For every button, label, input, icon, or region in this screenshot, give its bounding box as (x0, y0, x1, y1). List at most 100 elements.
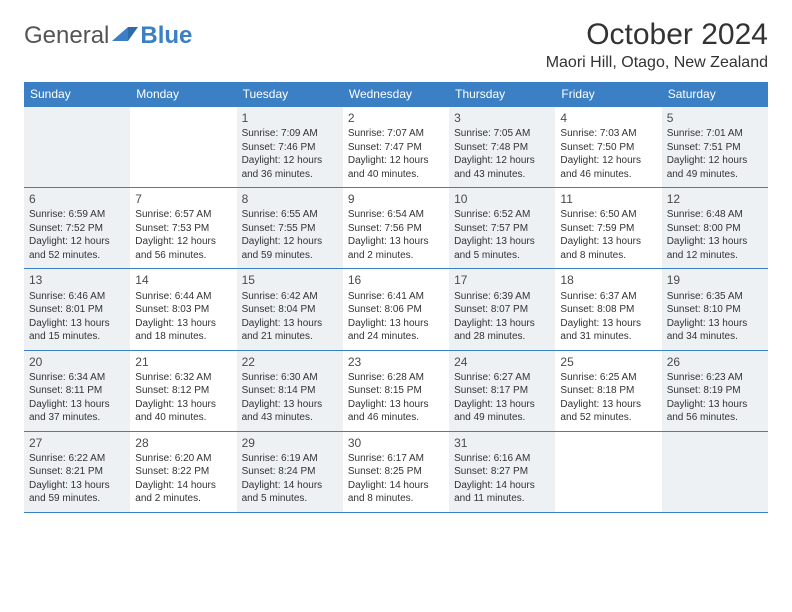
day-number: 30 (348, 435, 444, 451)
sunset-text: Sunset: 8:17 PM (454, 384, 550, 398)
calendar-cell: 29Sunrise: 6:19 AMSunset: 8:24 PMDayligh… (237, 432, 343, 512)
calendar-cell: 20Sunrise: 6:34 AMSunset: 8:11 PMDayligh… (24, 351, 130, 431)
sunrise-text: Sunrise: 6:46 AM (29, 290, 125, 304)
daylight-text: Daylight: 12 hours and 52 minutes. (29, 235, 125, 262)
sunrise-text: Sunrise: 6:17 AM (348, 452, 444, 466)
calendar-cell: 1Sunrise: 7:09 AMSunset: 7:46 PMDaylight… (237, 107, 343, 187)
calendar-cell: 10Sunrise: 6:52 AMSunset: 7:57 PMDayligh… (449, 188, 555, 268)
sunset-text: Sunset: 8:06 PM (348, 303, 444, 317)
sunset-text: Sunset: 7:53 PM (135, 222, 231, 236)
day-number: 22 (242, 354, 338, 370)
daylight-text: Daylight: 12 hours and 56 minutes. (135, 235, 231, 262)
sunrise-text: Sunrise: 6:39 AM (454, 290, 550, 304)
calendar-cell (130, 107, 236, 187)
day-number: 6 (29, 191, 125, 207)
daylight-text: Daylight: 13 hours and 12 minutes. (667, 235, 763, 262)
calendar-cell: 31Sunrise: 6:16 AMSunset: 8:27 PMDayligh… (449, 432, 555, 512)
sunrise-text: Sunrise: 7:01 AM (667, 127, 763, 141)
calendar-cell: 23Sunrise: 6:28 AMSunset: 8:15 PMDayligh… (343, 351, 449, 431)
sunrise-text: Sunrise: 7:09 AM (242, 127, 338, 141)
calendar-cell: 3Sunrise: 7:05 AMSunset: 7:48 PMDaylight… (449, 107, 555, 187)
day-number: 28 (135, 435, 231, 451)
daylight-text: Daylight: 13 hours and 43 minutes. (242, 398, 338, 425)
daylight-text: Daylight: 13 hours and 2 minutes. (348, 235, 444, 262)
calendar-cell: 4Sunrise: 7:03 AMSunset: 7:50 PMDaylight… (555, 107, 661, 187)
week-row: 1Sunrise: 7:09 AMSunset: 7:46 PMDaylight… (24, 106, 768, 188)
sunrise-text: Sunrise: 6:35 AM (667, 290, 763, 304)
calendar-cell: 30Sunrise: 6:17 AMSunset: 8:25 PMDayligh… (343, 432, 449, 512)
daylight-text: Daylight: 13 hours and 46 minutes. (348, 398, 444, 425)
title-block: October 2024 Maori Hill, Otago, New Zeal… (546, 18, 768, 72)
week-row: 6Sunrise: 6:59 AMSunset: 7:52 PMDaylight… (24, 188, 768, 269)
calendar-cell: 25Sunrise: 6:25 AMSunset: 8:18 PMDayligh… (555, 351, 661, 431)
sunset-text: Sunset: 8:14 PM (242, 384, 338, 398)
sunset-text: Sunset: 8:18 PM (560, 384, 656, 398)
daylight-text: Daylight: 14 hours and 8 minutes. (348, 479, 444, 506)
day-number: 14 (135, 272, 231, 288)
week-row: 27Sunrise: 6:22 AMSunset: 8:21 PMDayligh… (24, 432, 768, 513)
calendar-cell: 18Sunrise: 6:37 AMSunset: 8:08 PMDayligh… (555, 269, 661, 349)
sunrise-text: Sunrise: 6:42 AM (242, 290, 338, 304)
sunset-text: Sunset: 8:19 PM (667, 384, 763, 398)
sunrise-text: Sunrise: 6:22 AM (29, 452, 125, 466)
calendar-cell (24, 107, 130, 187)
daylight-text: Daylight: 13 hours and 34 minutes. (667, 317, 763, 344)
calendar-cell: 2Sunrise: 7:07 AMSunset: 7:47 PMDaylight… (343, 107, 449, 187)
day-number: 12 (667, 191, 763, 207)
day-number: 11 (560, 191, 656, 207)
daylight-text: Daylight: 12 hours and 49 minutes. (667, 154, 763, 181)
day-header: Sunday (24, 82, 130, 106)
calendar-cell: 16Sunrise: 6:41 AMSunset: 8:06 PMDayligh… (343, 269, 449, 349)
calendar-cell: 13 Sunrise: 6:46 AMSunset: 8:01 PMDayligh… (24, 269, 130, 349)
sunrise-text: Sunrise: 7:07 AM (348, 127, 444, 141)
calendar-cell: 21Sunrise: 6:32 AMSunset: 8:12 PMDayligh… (130, 351, 236, 431)
daylight-text: Daylight: 13 hours and 49 minutes. (454, 398, 550, 425)
logo-word1: General (24, 22, 109, 50)
daylight-text: Daylight: 13 hours and 52 minutes. (560, 398, 656, 425)
daylight-text: Daylight: 13 hours and 28 minutes. (454, 317, 550, 344)
sunrise-text: Sunrise: 6:28 AM (348, 371, 444, 385)
day-number: 10 (454, 191, 550, 207)
sunset-text: Sunset: 8:00 PM (667, 222, 763, 236)
page-title: October 2024 (546, 18, 768, 52)
sunrise-text: Sunrise: 6:20 AM (135, 452, 231, 466)
daylight-text: Daylight: 13 hours and 59 minutes. (29, 479, 125, 506)
calendar-cell: 26Sunrise: 6:23 AMSunset: 8:19 PMDayligh… (662, 351, 768, 431)
daylight-text: Daylight: 14 hours and 2 minutes. (135, 479, 231, 506)
sunset-text: Sunset: 8:24 PM (242, 465, 338, 479)
sunrise-text: Sunrise: 6:52 AM (454, 208, 550, 222)
sunset-text: Sunset: 8:15 PM (348, 384, 444, 398)
daylight-text: Daylight: 13 hours and 56 minutes. (667, 398, 763, 425)
sunset-text: Sunset: 8:08 PM (560, 303, 656, 317)
day-number: 4 (560, 110, 656, 126)
sunrise-text: Sunrise: 6:48 AM (667, 208, 763, 222)
week-row: 13Sunrise: 6:46 AMSunset: 8:01 PMDayligh… (24, 269, 768, 350)
daylight-text: Daylight: 12 hours and 46 minutes. (560, 154, 656, 181)
day-number: 13 (29, 272, 125, 288)
sunset-text: Sunset: 8:12 PM (135, 384, 231, 398)
day-header: Tuesday (237, 82, 343, 106)
sunrise-text: Sunrise: 6:25 AM (560, 371, 656, 385)
daylight-text: Daylight: 13 hours and 15 minutes. (29, 317, 125, 344)
day-number: 31 (454, 435, 550, 451)
sunset-text: Sunset: 8:01 PM (29, 303, 125, 317)
logo-flag-icon (112, 27, 138, 45)
sunset-text: Sunset: 8:25 PM (348, 465, 444, 479)
calendar-cell: 6Sunrise: 6:59 AMSunset: 7:52 PMDaylight… (24, 188, 130, 268)
calendar-cell: 9Sunrise: 6:54 AMSunset: 7:56 PMDaylight… (343, 188, 449, 268)
logo-word2: Blue (140, 22, 192, 50)
sunset-text: Sunset: 7:51 PM (667, 141, 763, 155)
daylight-text: Daylight: 13 hours and 31 minutes. (560, 317, 656, 344)
calendar-cell: 15Sunrise: 6:42 AMSunset: 8:04 PMDayligh… (237, 269, 343, 349)
day-number: 2 (348, 110, 444, 126)
calendar-cell: 14Sunrise: 6:44 AMSunset: 8:03 PMDayligh… (130, 269, 236, 349)
daylight-text: Daylight: 12 hours and 43 minutes. (454, 154, 550, 181)
day-header: Wednesday (343, 82, 449, 106)
sunrise-text: Sunrise: 6:57 AM (135, 208, 231, 222)
sunrise-text: Sunrise: 6:44 AM (135, 290, 231, 304)
day-number: 20 (29, 354, 125, 370)
day-header: Thursday (449, 82, 555, 106)
sunset-text: Sunset: 7:52 PM (29, 222, 125, 236)
sunrise-text: Sunrise: 6:32 AM (135, 371, 231, 385)
day-number: 21 (135, 354, 231, 370)
